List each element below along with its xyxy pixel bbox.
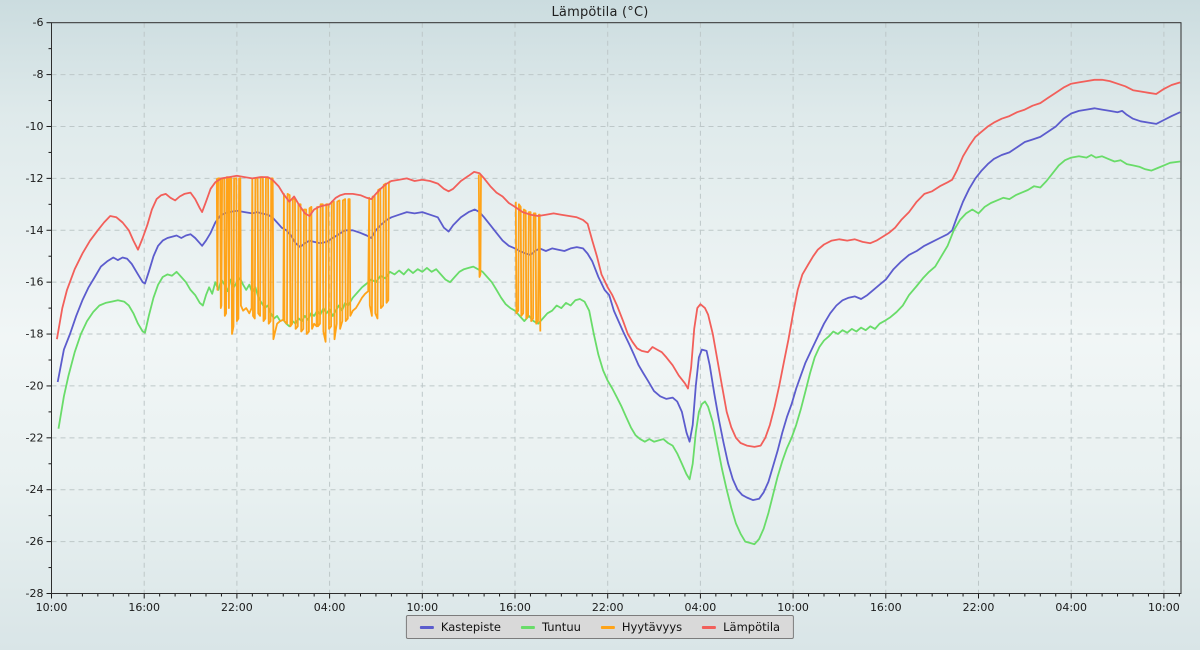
y-tick-label: -28 xyxy=(26,587,44,600)
x-tick-label: 04:00 xyxy=(685,601,717,614)
y-tick-label: -14 xyxy=(26,224,44,237)
y-tick-label: -10 xyxy=(26,120,44,133)
legend-label-kastepiste: Kastepiste xyxy=(440,620,501,634)
legend-item-hyytavyys: Hyytävyys xyxy=(600,620,683,634)
legend-swatch-lampotila xyxy=(702,625,717,629)
x-tick-label: 16:00 xyxy=(870,601,902,614)
y-tick-label: -26 xyxy=(26,535,44,548)
y-tick-label: -16 xyxy=(26,276,44,289)
legend-label-tuntuu: Tuntuu xyxy=(541,620,581,634)
legend-swatch-kastepiste xyxy=(419,625,434,629)
legend-item-lampotila: Lämpötila xyxy=(702,620,780,634)
y-tick-label: -6 xyxy=(33,16,44,29)
y-tick-label: -20 xyxy=(26,379,44,392)
y-tick-label: -22 xyxy=(26,431,44,444)
y-tick-label: -18 xyxy=(26,328,44,341)
x-tick-label: 16:00 xyxy=(128,601,160,614)
legend-label-hyytavyys: Hyytävyys xyxy=(621,620,683,634)
x-tick-label: 22:00 xyxy=(592,601,624,614)
chart-legend: Kastepiste Tuntuu Hyytävyys Lämpötila xyxy=(405,615,795,639)
y-tick-label: -24 xyxy=(26,483,44,496)
x-tick-label: 10:00 xyxy=(1148,601,1180,614)
x-tick-label: 10:00 xyxy=(406,601,438,614)
y-tick-label: -12 xyxy=(26,172,44,185)
x-tick-label: 16:00 xyxy=(499,601,531,614)
x-tick-label: 10:00 xyxy=(36,601,68,614)
chart-title: Lämpötila (°C) xyxy=(551,5,649,20)
x-tick-label: 04:00 xyxy=(314,601,346,614)
axis-ticks xyxy=(46,22,1180,599)
legend-swatch-tuntuu xyxy=(520,625,535,629)
x-tick-label: 10:00 xyxy=(777,601,809,614)
x-tick-label: 22:00 xyxy=(963,601,995,614)
plot-frame xyxy=(51,22,1182,594)
series-line-lampotila xyxy=(56,78,1181,448)
legend-label-lampotila: Lämpötila xyxy=(723,620,781,634)
legend-item-kastepiste: Kastepiste xyxy=(419,620,501,634)
legend-item-tuntuu: Tuntuu xyxy=(520,620,581,634)
x-tick-label: 22:00 xyxy=(221,601,253,614)
y-tick-label: -8 xyxy=(33,68,44,81)
x-tick-label: 04:00 xyxy=(1055,601,1087,614)
legend-swatch-hyytavyys xyxy=(600,625,615,629)
series-line-hyytavyys xyxy=(215,174,542,343)
